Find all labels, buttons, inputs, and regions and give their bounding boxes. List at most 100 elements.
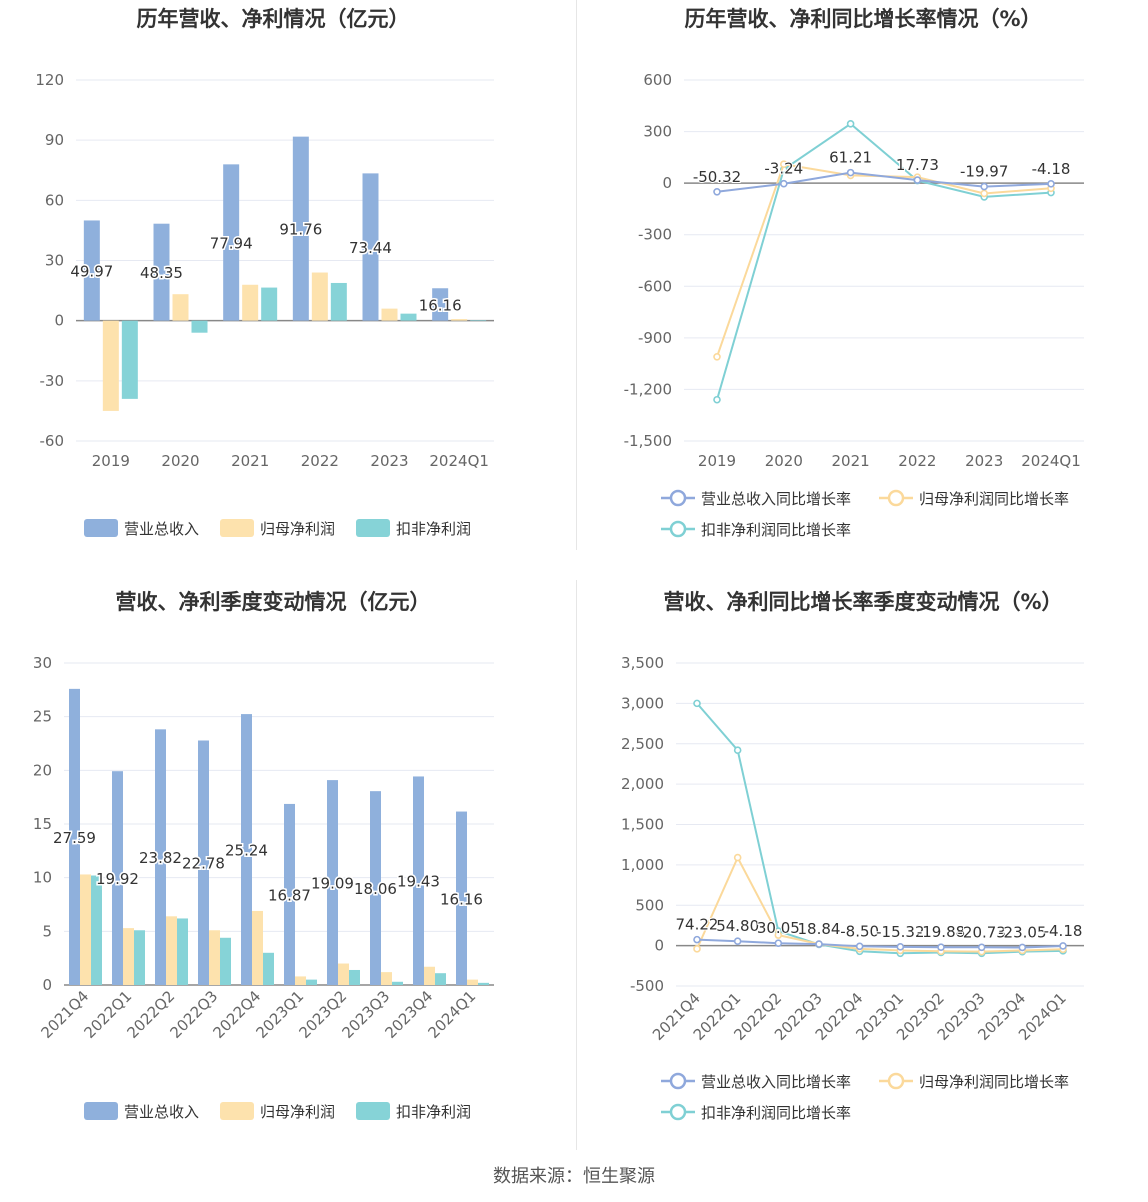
bar-deducted-np bbox=[134, 930, 145, 985]
bar-revenue bbox=[83, 220, 100, 321]
legend-swatch-deducted-np[interactable] bbox=[356, 519, 390, 537]
legend-label-deducted-np[interactable]: 扣非净利润同比增长率 bbox=[701, 521, 851, 539]
bar-deducted-np bbox=[191, 320, 208, 333]
bar-parent-np bbox=[381, 308, 398, 321]
bar-deducted-np bbox=[349, 969, 360, 985]
y-tick-label: -1,500 bbox=[624, 432, 672, 450]
x-tick-label: 2022 bbox=[898, 452, 936, 470]
point-revenue bbox=[1047, 180, 1055, 188]
legend-marker-parent-np[interactable] bbox=[887, 1072, 905, 1090]
data-label: -50.32 bbox=[693, 168, 741, 186]
bar-revenue bbox=[432, 288, 449, 321]
y-tick-label: -900 bbox=[638, 329, 672, 347]
chart-title: 历年营收、净利情况（亿元） bbox=[137, 7, 410, 31]
legend-label-revenue[interactable]: 营业总收入 bbox=[124, 520, 199, 538]
bar-revenue bbox=[112, 771, 123, 985]
bar-parent-np bbox=[381, 972, 392, 985]
legend-label-revenue[interactable]: 营业总收入同比增长率 bbox=[701, 1073, 851, 1091]
y-tick-label: 3,500 bbox=[621, 654, 664, 672]
point-revenue bbox=[980, 182, 989, 191]
data-label: 18.06 bbox=[354, 880, 397, 898]
data-label: -19.97 bbox=[960, 163, 1008, 181]
data-label: 17.73 bbox=[896, 156, 939, 174]
bar-parent-np bbox=[172, 294, 189, 321]
y-tick-label: -300 bbox=[638, 226, 672, 244]
data-label: 19.09 bbox=[311, 875, 354, 893]
data-label: 25.24 bbox=[225, 842, 268, 860]
legend-swatch-deducted-np[interactable] bbox=[356, 1102, 390, 1120]
legend-swatch-revenue[interactable] bbox=[84, 519, 118, 537]
series-line-parent-np bbox=[696, 855, 1064, 953]
chart-title: 营收、净利季度变动情况（亿元） bbox=[116, 590, 431, 614]
data-label: 73.44 bbox=[349, 239, 392, 257]
point-parent-np bbox=[774, 931, 783, 939]
y-tick-label: 2,000 bbox=[621, 775, 664, 793]
chart-title: 历年营收、净利同比增长率情况（%） bbox=[684, 7, 1041, 31]
x-tick-label: 2020 bbox=[161, 452, 199, 470]
legend-label-revenue[interactable]: 营业总收入同比增长率 bbox=[701, 490, 851, 508]
legend-swatch-parent-np[interactable] bbox=[220, 519, 254, 537]
legend-marker-parent-np[interactable] bbox=[887, 489, 905, 507]
y-tick-label: 0 bbox=[42, 976, 52, 994]
y-tick-label: -500 bbox=[630, 977, 664, 995]
column-divider-bottom bbox=[576, 580, 577, 1150]
legend-swatch-revenue[interactable] bbox=[84, 1102, 118, 1120]
legend-label-parent-np[interactable]: 归母净利润 bbox=[260, 1103, 335, 1121]
legend-marker-deducted-np[interactable] bbox=[669, 520, 687, 538]
bar-parent-np bbox=[295, 976, 306, 985]
data-label: 91.76 bbox=[279, 221, 322, 239]
x-tick-label: 2019 bbox=[92, 452, 130, 470]
bar-revenue bbox=[362, 173, 379, 321]
series-line-parent-np bbox=[716, 163, 1052, 358]
bar-deducted-np bbox=[263, 952, 274, 985]
point-deducted-np bbox=[693, 699, 701, 708]
bar-deducted-np bbox=[478, 982, 489, 985]
bar-revenue bbox=[241, 714, 252, 985]
point-deducted-np bbox=[846, 120, 855, 128]
y-tick-label: 25 bbox=[33, 708, 52, 726]
point-revenue bbox=[1018, 943, 1027, 952]
series-line-revenue bbox=[716, 171, 1052, 193]
legend-label-revenue[interactable]: 营业总收入 bbox=[124, 1103, 199, 1121]
legend-label-deducted-np[interactable]: 扣非净利润 bbox=[396, 1103, 471, 1121]
data-label: 27.59 bbox=[53, 829, 96, 847]
point-revenue bbox=[913, 176, 922, 184]
legend-label-parent-np[interactable]: 归母净利润 bbox=[260, 520, 335, 538]
point-parent-np bbox=[980, 189, 989, 198]
y-tick-label: 120 bbox=[35, 71, 64, 89]
legend-label-parent-np[interactable]: 归母净利润同比增长率 bbox=[919, 1073, 1069, 1091]
bar-parent-np bbox=[451, 319, 468, 321]
point-parent-np bbox=[693, 945, 701, 953]
y-tick-label: 1,000 bbox=[621, 856, 664, 874]
y-tick-label: 3,000 bbox=[621, 694, 664, 712]
x-tick-label: 2020 bbox=[765, 452, 803, 470]
legend-marker-revenue[interactable] bbox=[669, 1072, 687, 1090]
y-tick-label: 500 bbox=[635, 896, 664, 914]
legend-marker-deducted-np[interactable] bbox=[669, 1103, 687, 1121]
annual-growth-chart: 历年营收、净利同比增长率情况（%） -1,500 -1,200 -900 -600 -30… bbox=[624, 7, 1084, 539]
data-label: 74.22 bbox=[676, 916, 719, 934]
bar-parent-np bbox=[80, 874, 91, 985]
data-label: 30.05 bbox=[757, 919, 800, 937]
legend-swatch-parent-np[interactable] bbox=[220, 1102, 254, 1120]
y-tick-label: 1,500 bbox=[621, 816, 664, 834]
bar-deducted-np bbox=[121, 320, 138, 399]
data-label: 61.21 bbox=[829, 149, 872, 167]
bar-parent-np bbox=[467, 979, 478, 985]
legend-label-parent-np[interactable]: 归母净利润同比增长率 bbox=[919, 490, 1069, 508]
bar-parent-np bbox=[311, 272, 328, 321]
bar-deducted-np bbox=[400, 313, 417, 321]
legend-label-deducted-np[interactable]: 扣非净利润同比增长率 bbox=[701, 1104, 851, 1122]
legend-marker-revenue[interactable] bbox=[669, 489, 687, 507]
data-label: 48.35 bbox=[140, 264, 183, 282]
x-tick-label: 2019 bbox=[698, 452, 736, 470]
y-tick-label: 300 bbox=[643, 123, 672, 141]
y-tick-label: 2,500 bbox=[621, 735, 664, 753]
bar-parent-np bbox=[252, 910, 263, 985]
x-tick-label: 2021 bbox=[231, 452, 269, 470]
legend-label-deducted-np[interactable]: 扣非净利润 bbox=[396, 520, 471, 538]
y-tick-label: 0 bbox=[654, 937, 664, 955]
y-tick-label: 0 bbox=[662, 174, 672, 192]
bar-revenue bbox=[155, 729, 166, 985]
